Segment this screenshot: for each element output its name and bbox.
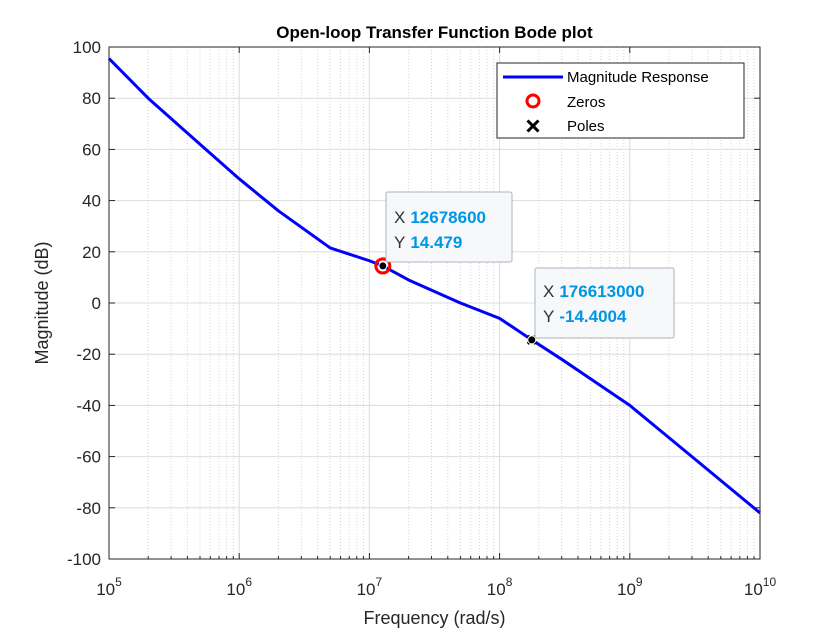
datatip-zero-box <box>385 191 513 263</box>
y-tick-label: 0 <box>92 294 101 313</box>
series-group <box>107 57 761 515</box>
x-tick-label: 105 <box>96 575 122 599</box>
y-tick-label: 20 <box>82 243 101 262</box>
legend-entry-magnitude: Magnitude Response <box>567 69 709 86</box>
ticks: 105 106 107 108 109 1010 100 80 60 40 20 0 -20 -40 -60… <box>67 38 776 599</box>
datatips: X 12678600 Y 14.479 X 176613000 Y -14.4004 <box>385 191 675 339</box>
zero-marker[interactable] <box>374 257 392 275</box>
legend: Magnitude Response Zeros Poles <box>496 62 745 139</box>
legend-entry-zeros: Zeros <box>567 94 605 111</box>
legend-pole-marker <box>526 119 540 133</box>
y-tick-label: -100 <box>67 550 101 569</box>
legend-entry-poles: Poles <box>567 118 605 135</box>
datatip-pole-box <box>534 267 675 339</box>
y-tick-label: -60 <box>76 448 101 467</box>
datatip-zero-y: Y 14.479 <box>394 233 462 252</box>
y-tick-label: 80 <box>82 89 101 108</box>
datatip-zero-x: X 12678600 <box>394 208 486 227</box>
x-axis-label: Frequency (rad/s) <box>363 608 505 628</box>
y-tick-label: 60 <box>82 140 101 159</box>
legend-zero-marker <box>525 93 541 109</box>
magnitude-response-line <box>107 57 761 515</box>
datatip-pole[interactable]: X 176613000 Y -14.4004 <box>534 267 675 339</box>
datatip-pole-y: Y -14.4004 <box>543 307 627 326</box>
y-tick-label: 40 <box>82 192 101 211</box>
x-tick-label: 109 <box>617 575 643 599</box>
x-tick-label: 108 <box>487 575 513 599</box>
y-axis-label: Magnitude (dB) <box>32 241 52 364</box>
y-tick-label: -80 <box>76 499 101 518</box>
y-tick-label: 100 <box>73 38 101 57</box>
x-tick-label: 106 <box>226 575 252 599</box>
datatip-pole-x: X 176613000 <box>543 282 644 301</box>
datatip-zero[interactable]: X 12678600 Y 14.479 <box>385 191 513 263</box>
y-tick-label: -40 <box>76 396 101 415</box>
datatip-anchor-dot <box>527 335 537 345</box>
y-tick-label: -20 <box>76 345 101 364</box>
datatip-anchor-dot <box>378 261 388 271</box>
x-tick-label: 1010 <box>744 575 777 599</box>
chart-title: Open-loop Transfer Function Bode plot <box>276 23 593 42</box>
x-tick-label: 107 <box>357 575 383 599</box>
